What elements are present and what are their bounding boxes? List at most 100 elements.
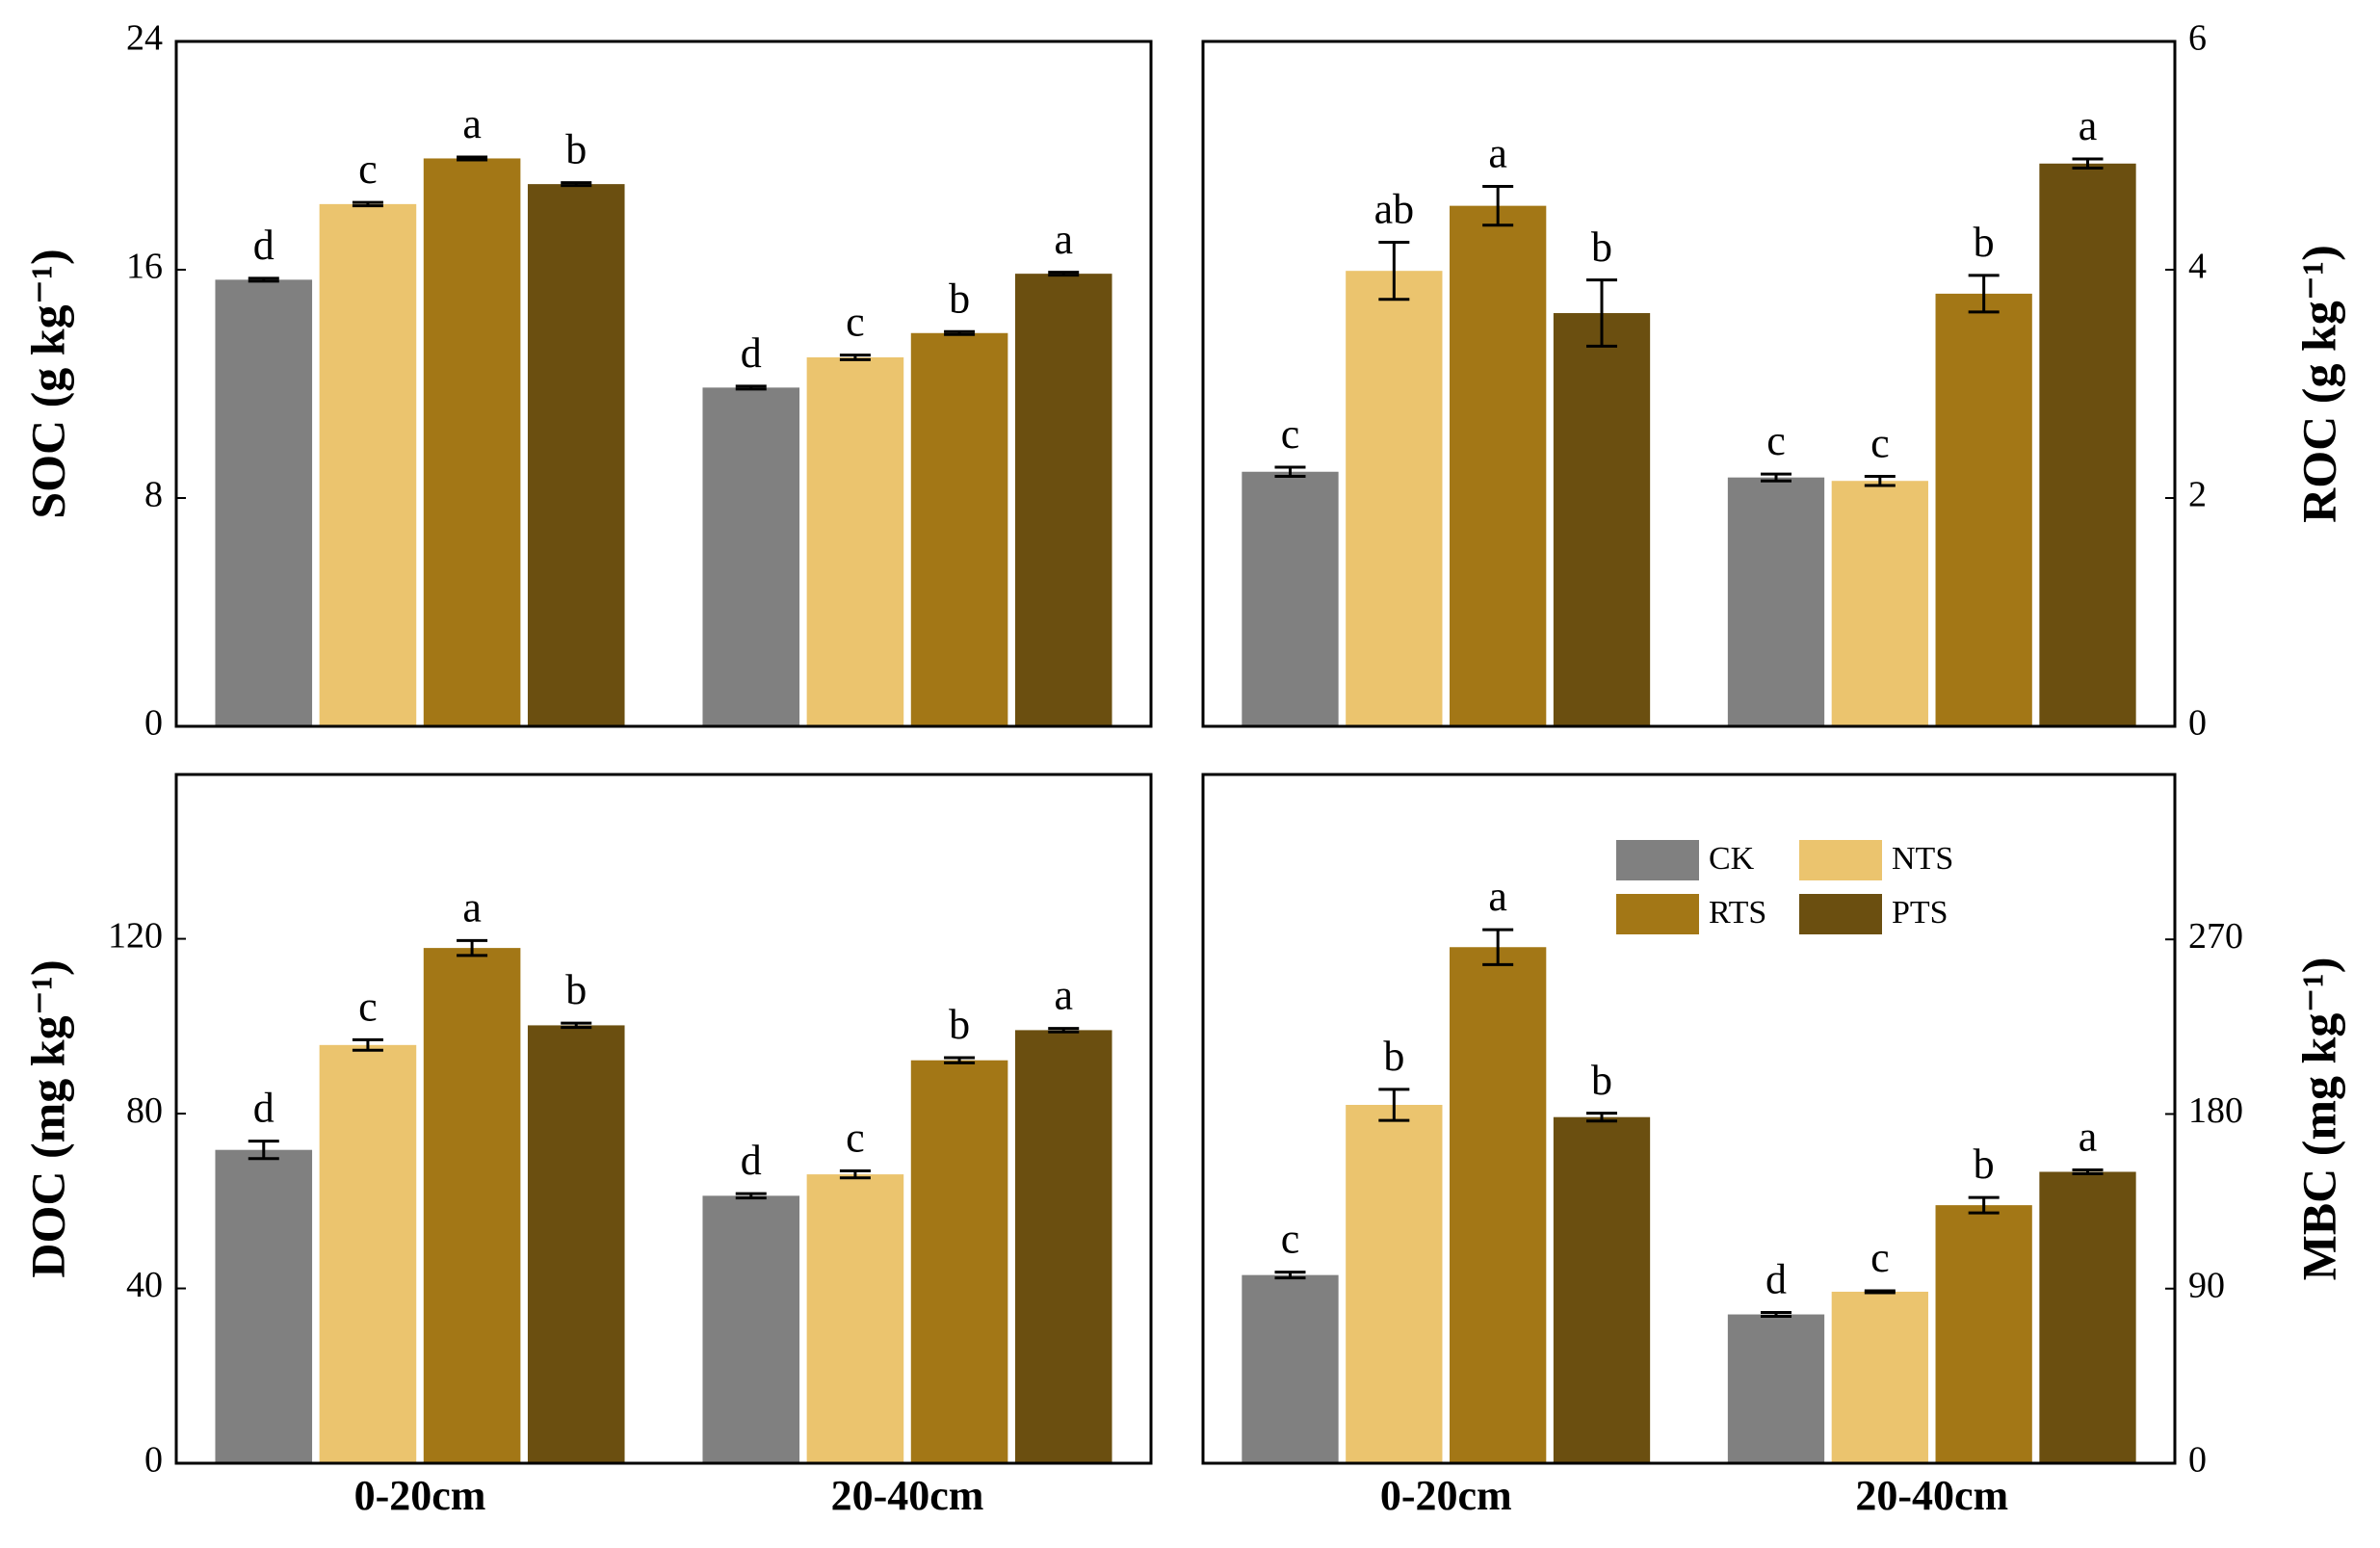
error-bar	[1586, 278, 1618, 348]
error-bar	[735, 1192, 767, 1200]
bar	[1014, 274, 1112, 726]
y-tick-label: 24	[126, 18, 163, 59]
plot-frame	[1201, 39, 2177, 728]
significance-letter: a	[1054, 972, 1073, 1019]
significance-letter: c	[846, 299, 865, 346]
error-bar	[1760, 1311, 1792, 1319]
bar	[1553, 313, 1651, 726]
error-bar	[352, 1037, 383, 1052]
legend-label: CK	[1709, 841, 1755, 877]
bar	[1831, 1291, 1928, 1463]
y-tick-label: 90	[2188, 1265, 2225, 1305]
significance-letter: b	[1974, 1141, 1995, 1188]
significance-letter: a	[1054, 216, 1073, 263]
error-bar	[839, 354, 871, 361]
y-tick-label: 180	[2188, 1090, 2243, 1131]
significance-letter: c	[1870, 1234, 1890, 1281]
error-bar	[352, 200, 383, 208]
bar	[910, 332, 1008, 726]
significance-letter: b	[949, 1001, 970, 1048]
bar	[423, 158, 521, 726]
y-tick-label: 0	[144, 703, 163, 744]
y-axis-label: DOC (mg kg⁻¹)	[20, 959, 74, 1277]
x-tick-label: 20-40cm	[1855, 1472, 2008, 1519]
error-bar	[248, 1140, 279, 1161]
bar	[2039, 163, 2136, 727]
y-tick-label: 270	[2188, 916, 2243, 957]
error-bar	[839, 1168, 871, 1180]
bar	[806, 1174, 904, 1463]
y-tick-label: 120	[108, 915, 163, 956]
error-bar	[1760, 472, 1792, 483]
bar	[1242, 1274, 1339, 1463]
significance-letter: b	[1974, 219, 1995, 266]
y-axis-label: ROC (g kg⁻¹)	[2291, 245, 2345, 523]
significance-letter: c	[358, 145, 378, 193]
error-bar	[1586, 1112, 1618, 1123]
error-bar	[2072, 1168, 2104, 1175]
significance-letter: c	[846, 1115, 865, 1162]
bar	[806, 356, 904, 726]
significance-letter: a	[2079, 1114, 2098, 1161]
error-bar	[1482, 928, 1514, 966]
legend-swatch	[1799, 894, 1882, 934]
y-tick-label: 4	[2188, 247, 2207, 287]
error-bar	[1968, 274, 2000, 314]
significance-letter: b	[565, 126, 587, 173]
error-bar	[944, 1056, 976, 1064]
y-tick-label: 8	[144, 475, 163, 515]
significance-letter: a	[462, 100, 482, 147]
legend: CK NTS RTS PTS	[1616, 840, 1953, 934]
x-tick-label: 0-20cm	[1380, 1472, 1512, 1519]
significance-letter: c	[1281, 1216, 1300, 1263]
legend-swatch	[1616, 840, 1699, 880]
significance-letter: b	[1383, 1033, 1404, 1080]
error-bar	[561, 1021, 592, 1030]
bar	[1346, 1104, 1443, 1463]
error-bar	[1864, 1289, 1896, 1295]
error-bar	[1274, 1271, 1306, 1280]
legend-swatch	[1616, 894, 1699, 934]
y-tick-label: 0	[144, 1440, 163, 1481]
bar	[319, 203, 417, 727]
legend-label: NTS	[1892, 841, 1953, 877]
bar	[702, 387, 800, 726]
significance-letter: d	[253, 1085, 275, 1132]
error-bar	[944, 329, 976, 336]
significance-letter: d	[1765, 1256, 1787, 1303]
y-axis-label: SOC (g kg⁻¹)	[20, 249, 74, 518]
bar	[215, 1149, 313, 1463]
bar	[1935, 293, 2032, 726]
error-bar	[561, 181, 592, 188]
bar	[1727, 477, 1825, 726]
significance-letter: a	[462, 883, 482, 931]
error-bar	[1968, 1195, 2000, 1215]
bar	[1242, 471, 1339, 726]
x-tick-label: 20-40cm	[831, 1472, 984, 1519]
bar	[1727, 1314, 1825, 1463]
bar	[319, 1044, 417, 1463]
significance-letter: a	[2079, 102, 2098, 149]
y-tick-label: 0	[2188, 703, 2207, 744]
significance-letter: c	[1870, 420, 1890, 467]
significance-letter: b	[1591, 1057, 1612, 1104]
error-bar	[1048, 271, 1080, 277]
bar	[1831, 481, 1928, 726]
legend-swatch	[1799, 840, 1882, 880]
bar	[1346, 271, 1443, 726]
legend-label: RTS	[1709, 895, 1766, 931]
significance-letter: d	[741, 1137, 762, 1184]
bar	[527, 184, 625, 726]
y-axis-label: MBC (mg kg⁻¹)	[2291, 958, 2345, 1281]
significance-letter: c	[1281, 410, 1300, 458]
significance-letter: d	[741, 329, 762, 377]
y-tick-label: 6	[2188, 18, 2207, 59]
error-bar	[1482, 184, 1514, 227]
significance-letter: c	[1766, 417, 1786, 464]
error-bar	[1378, 1088, 1410, 1122]
significance-letter: b	[565, 966, 587, 1013]
plot-frame	[174, 773, 1153, 1465]
error-bar	[1378, 241, 1410, 302]
significance-letter: ab	[1374, 186, 1415, 233]
